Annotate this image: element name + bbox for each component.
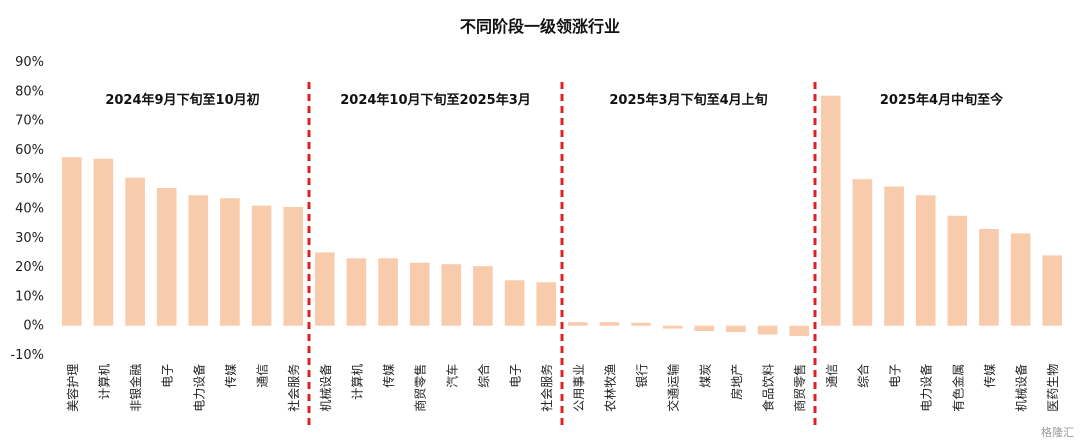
bars <box>62 95 1062 336</box>
period-label: 2025年3月下旬至4月上旬 <box>609 92 767 108</box>
y-tick-label: -10% <box>10 348 44 363</box>
x-tick-label: 公用事业 <box>572 364 586 412</box>
y-tick-label: 90% <box>15 55 44 70</box>
bar <box>662 325 683 329</box>
bar <box>251 205 272 326</box>
bar <box>757 325 778 335</box>
x-tick-label: 计算机 <box>96 364 111 400</box>
bar <box>789 325 809 336</box>
bar <box>821 95 841 326</box>
x-tick-label: 机械设备 <box>318 364 333 412</box>
x-tick-label: 电力设备 <box>192 364 206 412</box>
period-labels: 2024年9月下旬至10月初 2024年10月下旬至2025年3月 2025年3月下… <box>105 92 1004 108</box>
bar <box>220 198 240 326</box>
x-tick-label: 银行 <box>635 364 649 388</box>
bar <box>915 195 936 326</box>
x-tick-label: 传媒 <box>982 364 997 388</box>
x-tick-label: 传媒 <box>381 364 396 388</box>
x-tick-label: 汽车 <box>444 364 459 388</box>
watermark: 格隆汇 <box>1041 425 1074 439</box>
y-tick-label: 40% <box>15 202 44 217</box>
bar <box>568 322 588 326</box>
x-tick-label: 煤炭 <box>698 364 712 388</box>
x-tick-label: 交通运输 <box>666 364 681 412</box>
y-tick-label: 80% <box>15 84 44 99</box>
bar <box>441 264 462 326</box>
period-label: 2024年10月下旬至2025年3月 <box>340 92 531 108</box>
x-tick-label: 电子 <box>888 364 902 388</box>
x-tick-label: 食品饮料 <box>761 364 776 412</box>
x-tick-label: 商贸零售 <box>792 364 807 412</box>
x-tick-label: 社会服务 <box>286 364 301 412</box>
bar <box>283 207 303 326</box>
x-tick-label: 综合 <box>476 364 491 388</box>
y-tick-label: 60% <box>15 143 44 158</box>
period-label: 2024年9月下旬至10月初 <box>105 92 259 108</box>
bar <box>504 280 525 326</box>
bar <box>473 266 493 326</box>
x-tick-label: 社会服务 <box>539 364 554 412</box>
bar <box>599 322 620 326</box>
x-tick-label: 医药生物 <box>1046 364 1060 412</box>
bar <box>947 215 968 326</box>
bar <box>536 282 556 326</box>
bar <box>156 188 177 326</box>
y-tick-label: 70% <box>15 114 44 129</box>
x-tick-label: 商贸零售 <box>413 364 428 412</box>
y-tick-label: 0% <box>23 319 44 334</box>
chart-title: 不同阶段一级领涨行业 <box>460 17 620 36</box>
x-tick-label: 有色金属 <box>950 364 965 412</box>
x-tick-label: 电力设备 <box>920 364 934 412</box>
bar <box>409 262 430 326</box>
bar <box>979 229 999 326</box>
bar <box>884 186 904 326</box>
bar <box>346 258 367 326</box>
bar <box>694 325 715 331</box>
period-dividers <box>307 82 817 425</box>
y-tick-label: 50% <box>15 172 44 187</box>
x-tick-label: 计算机 <box>349 364 364 400</box>
x-axis-labels: 美容护理 计算机 非银金融 电子 电力设备 传媒 通信 社会服务 机械设备 计算机 传媒 商贸零售 汽车… <box>65 364 1060 412</box>
x-tick-label: 综合 <box>855 364 870 388</box>
y-tick-label: 30% <box>15 231 44 246</box>
x-tick-label: 机械设备 <box>1014 364 1029 412</box>
bar <box>726 325 746 333</box>
bar <box>188 195 209 326</box>
y-axis: -10% 0% 10% 20% 30% 40% 50% 60% 70% 80% 90% <box>10 55 44 363</box>
x-tick-label: 通信 <box>256 364 270 388</box>
x-tick-label: 通信 <box>825 364 839 388</box>
bar <box>315 252 335 326</box>
bar <box>93 158 114 326</box>
bar <box>378 258 398 326</box>
y-tick-label: 10% <box>15 289 44 304</box>
bar <box>1010 233 1031 326</box>
period-label: 2025年4月中旬至今 <box>880 92 1004 108</box>
bar <box>1042 255 1062 326</box>
x-tick-label: 非银金融 <box>128 364 143 412</box>
x-tick-label: 美容护理 <box>65 364 80 412</box>
bar <box>852 179 873 326</box>
bar <box>631 322 651 326</box>
y-tick-label: 20% <box>15 260 44 275</box>
x-tick-label: 房地产 <box>729 364 744 400</box>
x-tick-label: 农林牧渔 <box>603 364 617 412</box>
bar <box>125 177 145 326</box>
x-tick-label: 传媒 <box>223 364 238 388</box>
x-tick-label: 电子 <box>509 364 523 388</box>
x-tick-label: 电子 <box>161 364 175 388</box>
bar <box>62 157 82 326</box>
